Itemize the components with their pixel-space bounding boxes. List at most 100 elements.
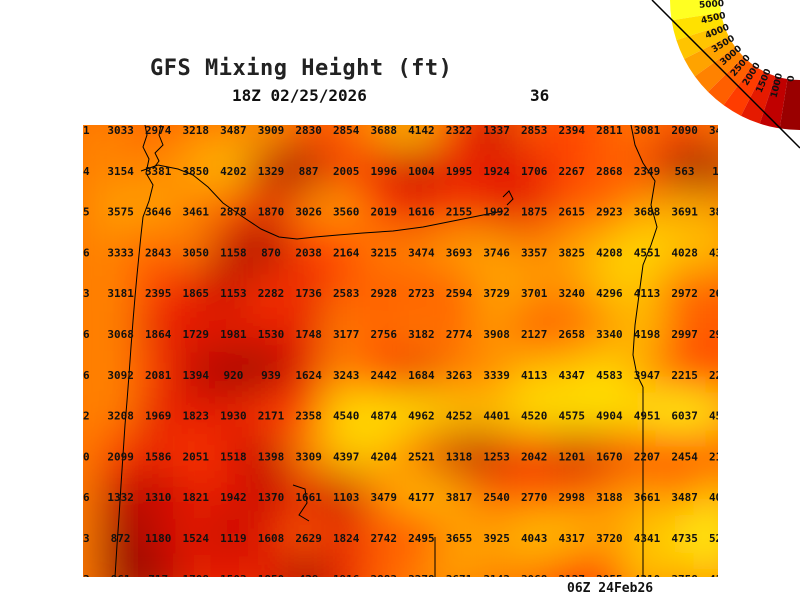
grid-value: 4540 <box>333 410 360 423</box>
grid-value: 16 <box>83 491 90 504</box>
grid-value: 1942 <box>220 491 247 504</box>
grid-value: 3381 <box>145 165 172 178</box>
grid-value: 1153 <box>220 287 247 300</box>
grid-value: 3026 <box>295 206 322 219</box>
grid-value: 1864 <box>145 328 172 341</box>
grid-value: 3340 <box>596 328 623 341</box>
idaho-boundary <box>630 125 658 388</box>
grid-value: 4401 <box>483 410 510 423</box>
grid-value: 3646 <box>145 206 172 219</box>
grid-value: 1608 <box>258 532 285 545</box>
grid-value: 3693 <box>446 246 473 259</box>
mixing-height-map: 21 3033 2974 3218 3487 3909 2830 2854 3688 4142 23… <box>83 125 718 577</box>
grid-value: 3758 <box>671 573 698 577</box>
grid-value: 4364 <box>709 246 718 259</box>
grid-value: 2322 <box>446 125 473 137</box>
grid-value: 66 <box>83 246 90 259</box>
grid-value: 3487 <box>671 491 698 504</box>
grid-value: 887 <box>299 165 319 178</box>
grid-value: 3309 <box>295 450 322 463</box>
grid-value: 2395 <box>145 287 172 300</box>
grid-value: 21 <box>83 125 90 137</box>
grid-value: 4341 <box>634 532 661 545</box>
grid-value: 3817 <box>446 491 473 504</box>
grid-value: 3068 <box>107 328 134 341</box>
grid-value: 1924 <box>483 165 510 178</box>
grid-value: 3947 <box>634 369 661 382</box>
grid-value: 2723 <box>408 287 435 300</box>
small-lake <box>502 190 514 206</box>
grid-value: 3243 <box>333 369 360 382</box>
grid-value: 4735 <box>671 532 698 545</box>
grid-value: 3691 <box>671 206 698 219</box>
grid-value: 3050 <box>183 246 210 259</box>
grid-value: 2155 <box>446 206 473 219</box>
grid-value: 3182 <box>408 328 435 341</box>
grid-value: 3560 <box>333 206 360 219</box>
grid-value: 14 <box>83 165 90 178</box>
grid-value: 3661 <box>634 491 661 504</box>
grid-value: 2454 <box>671 450 698 463</box>
grid-cell-fill <box>699 554 718 577</box>
grid-value: 1875 <box>521 206 548 219</box>
grid-value: 2774 <box>446 328 473 341</box>
grid-value: 3479 <box>709 125 718 137</box>
grid-value: 4317 <box>559 532 586 545</box>
grid-value: 53 <box>83 573 90 577</box>
grid-value: 4583 <box>596 369 623 382</box>
value-labels: 21 3033 2974 3218 3487 3909 2830 2854 3688 4142 23… <box>83 125 718 577</box>
columbia-river-boundary <box>140 164 504 240</box>
grid-value: 1103 <box>333 491 360 504</box>
grid-value: 4105 <box>709 573 718 577</box>
legend-wedge <box>708 56 753 106</box>
grid-value: 2051 <box>183 450 210 463</box>
grid-value: 3688 <box>371 125 398 137</box>
grid-value: 1736 <box>295 287 322 300</box>
grid-value: 2207 <box>634 450 661 463</box>
grid-value: 1995 <box>446 165 473 178</box>
grid-value: 4347 <box>559 369 586 382</box>
grid-value: 3474 <box>408 246 435 259</box>
grid-value: 4551 <box>634 246 661 259</box>
grid-value: 1398 <box>258 450 285 463</box>
grid-value: 2215 <box>671 369 698 382</box>
grid-value: 2679 <box>709 287 718 300</box>
grid-value: 1930 <box>220 410 247 423</box>
grid-value: 1850 <box>258 573 285 577</box>
grid-value: 2171 <box>258 410 285 423</box>
grid-cell-fill <box>436 554 482 577</box>
grid-value: 2923 <box>596 206 623 219</box>
grid-value: 4874 <box>371 410 398 423</box>
grid-value: 1865 <box>183 287 210 300</box>
grid-value: 3850 <box>183 165 210 178</box>
init-time: 06Z 24Feb26 <box>567 581 654 596</box>
grid-value: 3181 <box>107 287 134 300</box>
grid-value: 4043 <box>521 532 548 545</box>
grid-value: 3825 <box>559 246 586 259</box>
grid-value: 2164 <box>333 246 360 259</box>
grid-value: 1201 <box>559 450 586 463</box>
grid-value: 03 <box>83 287 90 300</box>
grid-value: 4142 <box>408 125 435 137</box>
grid-value: 2830 <box>295 125 322 137</box>
grid-value: 96 <box>83 369 90 382</box>
grid-value: 1337 <box>483 125 510 137</box>
grid-value: 1748 <box>295 328 322 341</box>
valid-time: 18Z 02/25/2026 <box>232 86 367 105</box>
grid-value: 2883 <box>371 573 398 577</box>
grid-value: 2055 <box>596 573 623 577</box>
grid-value: 1684 <box>408 369 435 382</box>
grid-value: 4252 <box>446 410 473 423</box>
grid-value: 2394 <box>559 125 586 137</box>
grid-cell-fill <box>699 350 718 400</box>
grid-cell-fill <box>173 554 219 577</box>
grid-value: 2349 <box>634 165 661 178</box>
grid-cell-fill <box>699 309 718 359</box>
grid-value: 1332 <box>107 491 134 504</box>
grid-value: 3487 <box>220 125 247 137</box>
grid-value: 1253 <box>483 450 510 463</box>
grid-value: 5239 <box>709 532 718 545</box>
grid-value: 1821 <box>183 491 210 504</box>
grid-value: 4028 <box>671 246 698 259</box>
